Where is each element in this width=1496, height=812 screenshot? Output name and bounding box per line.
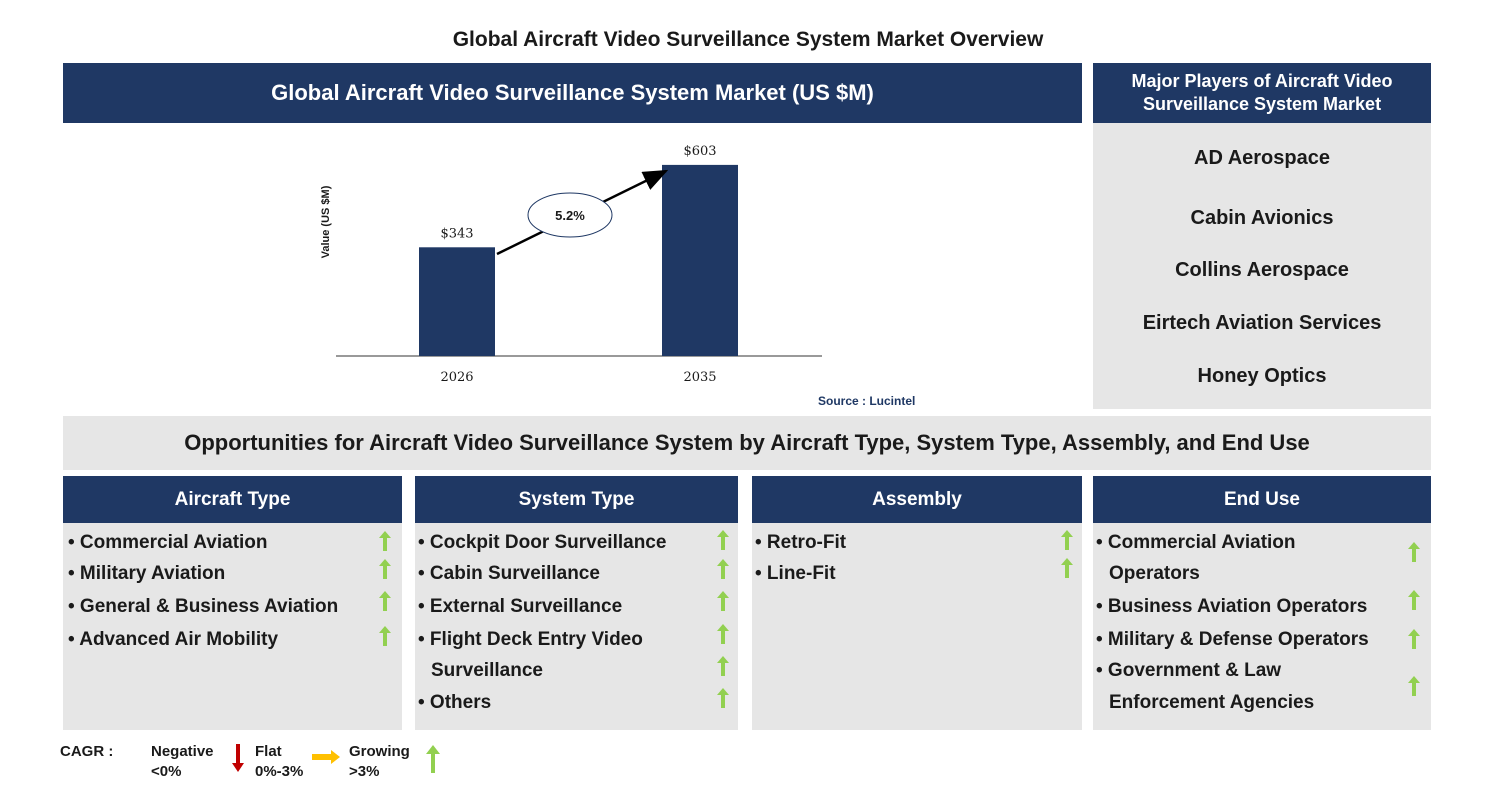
source-note: Source : Lucintel <box>818 394 916 408</box>
page-title: Global Aircraft Video Surveillance Syste… <box>452 28 1044 51</box>
list-item: • Cabin Surveillance <box>418 563 600 584</box>
growth-arrow-icon <box>717 530 729 550</box>
growth-arrow-icon <box>717 624 729 644</box>
player-item: Collins Aerospace <box>1175 259 1349 281</box>
list-item: • Advanced Air Mobility <box>68 629 279 650</box>
player-item: Cabin Avionics <box>1190 207 1334 229</box>
players-panel: AD Aerospace Cabin Avionics Collins Aero… <box>1093 123 1431 409</box>
growth-arrow-icon <box>717 688 729 708</box>
end-use-panel: • Commercial Aviation Operators • Busine… <box>1093 523 1431 730</box>
legend-flat-label: Flat <box>255 743 282 760</box>
growth-arrow-icon <box>1408 590 1420 610</box>
legend-cagr-label: CAGR : <box>60 743 114 760</box>
growth-arrow-icon <box>1408 542 1420 562</box>
list-item: • Commercial Aviation <box>1096 532 1296 553</box>
growth-arrow-icon <box>1061 558 1073 578</box>
market-bar-chart: Value (US $M) $343 2026 $603 2035 5.2% <box>320 144 822 385</box>
growth-arrow-icon <box>379 559 391 579</box>
bar-2026 <box>419 247 495 356</box>
legend-flat: Flat 0%-3% <box>255 742 303 782</box>
list-item: • Government & Law <box>1096 660 1282 681</box>
growth-arrow-icon <box>1408 629 1420 649</box>
legend-negative: Negative <0% <box>151 742 214 782</box>
x-tick-label: 2026 <box>440 370 473 385</box>
chart-header: Global Aircraft Video Surveillance Syste… <box>63 63 1082 123</box>
players-header-line2: Surveillance System Market <box>1142 94 1382 114</box>
legend-growing-range: >3% <box>349 763 380 780</box>
list-item: • Retro-Fit <box>755 532 847 553</box>
system-type-panel: • Cockpit Door Surveillance • Cabin Surv… <box>415 523 738 730</box>
end-use-header: End Use <box>1093 476 1431 523</box>
list-item: • Others <box>418 692 492 713</box>
aircraft-type-header: Aircraft Type <box>63 476 402 523</box>
list-item-continued: Surveillance <box>431 660 543 681</box>
down-arrow-icon <box>232 744 244 772</box>
legend-flat-range: 0%-3% <box>255 763 304 780</box>
players-header-line1: Major Players of Aircraft Video <box>1131 71 1393 91</box>
y-axis-label: Value (US $M) <box>320 185 332 258</box>
growth-arrow-icon <box>379 591 391 611</box>
growth-arrow-icon <box>717 656 729 676</box>
bar-value-label: $603 <box>683 144 716 159</box>
legend-negative-label: Negative <box>151 743 214 760</box>
bar-value-label: $343 <box>440 226 473 241</box>
list-item: • Commercial Aviation <box>68 532 268 553</box>
list-item: • Flight Deck Entry Video <box>418 629 643 650</box>
bar-2035 <box>662 164 738 356</box>
legend-growing: Growing >3% <box>349 742 410 782</box>
growth-arrow-icon <box>1061 530 1073 550</box>
growth-arrow-icon <box>379 626 391 646</box>
list-item: • Military & Defense Operators <box>1096 629 1369 650</box>
player-item: Honey Optics <box>1197 365 1327 387</box>
growth-arrow-icon <box>717 591 729 611</box>
list-item: • External Surveillance <box>418 596 623 617</box>
list-item: • General & Business Aviation <box>68 596 339 617</box>
growth-arrow-icon <box>1408 676 1420 696</box>
list-item: • Line-Fit <box>755 563 836 584</box>
list-item: • Business Aviation Operators <box>1096 596 1368 617</box>
list-item-continued: Enforcement Agencies <box>1109 692 1315 713</box>
legend-negative-range: <0% <box>151 763 182 780</box>
growth-arrow-icon <box>717 559 729 579</box>
x-tick-label: 2035 <box>683 370 716 385</box>
player-item: AD Aerospace <box>1194 147 1330 169</box>
aircraft-type-panel: • Commercial Aviation • Military Aviatio… <box>63 523 402 730</box>
list-item: • Cockpit Door Surveillance <box>418 532 667 553</box>
assembly-header: Assembly <box>752 476 1082 523</box>
assembly-panel: • Retro-Fit • Line-Fit <box>752 523 1082 730</box>
right-arrow-icon <box>312 750 340 764</box>
cagr-bubble <box>527 192 613 238</box>
player-item: Eirtech Aviation Services <box>1142 312 1382 334</box>
legend-growing-label: Growing <box>349 743 410 760</box>
opportunities-title: Opportunities for Aircraft Video Surveil… <box>63 416 1431 470</box>
system-type-header: System Type <box>415 476 738 523</box>
list-item-continued: Operators <box>1109 563 1200 584</box>
growth-arrow-icon <box>379 531 391 551</box>
players-header: Major Players of Aircraft Video Surveill… <box>1093 63 1431 123</box>
cagr-label: 5.2% <box>555 208 585 223</box>
list-item: • Military Aviation <box>68 563 226 584</box>
up-arrow-icon <box>426 745 440 773</box>
